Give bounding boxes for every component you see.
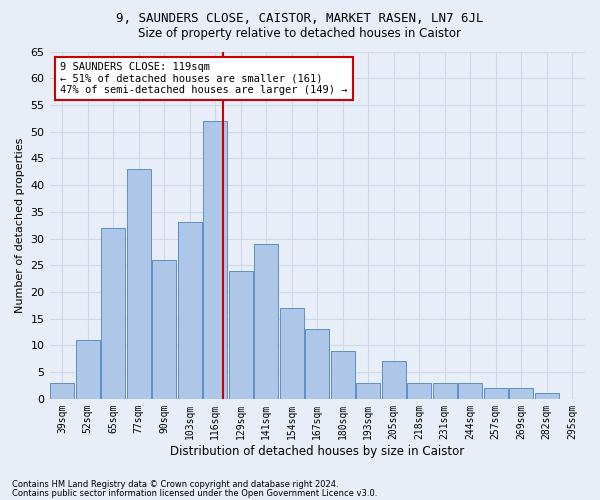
Bar — [127, 169, 151, 399]
Bar — [178, 222, 202, 399]
Text: Size of property relative to detached houses in Caistor: Size of property relative to detached ho… — [139, 28, 461, 40]
Text: 9 SAUNDERS CLOSE: 119sqm
← 51% of detached houses are smaller (161)
47% of semi-: 9 SAUNDERS CLOSE: 119sqm ← 51% of detach… — [60, 62, 348, 95]
Bar — [101, 228, 125, 399]
Text: Contains HM Land Registry data © Crown copyright and database right 2024.: Contains HM Land Registry data © Crown c… — [12, 480, 338, 489]
Bar — [152, 260, 176, 399]
Bar — [76, 340, 100, 399]
Bar — [50, 383, 74, 399]
Bar — [509, 388, 533, 399]
Text: Contains public sector information licensed under the Open Government Licence v3: Contains public sector information licen… — [12, 488, 377, 498]
Bar — [433, 383, 457, 399]
Bar — [407, 383, 431, 399]
Bar — [229, 270, 253, 399]
Bar — [203, 121, 227, 399]
Bar — [458, 383, 482, 399]
Bar — [254, 244, 278, 399]
Bar — [280, 308, 304, 399]
Bar — [305, 330, 329, 399]
Bar — [356, 383, 380, 399]
Bar — [484, 388, 508, 399]
Bar — [535, 394, 559, 399]
X-axis label: Distribution of detached houses by size in Caistor: Distribution of detached houses by size … — [170, 444, 464, 458]
Y-axis label: Number of detached properties: Number of detached properties — [15, 138, 25, 313]
Bar — [382, 362, 406, 399]
Text: 9, SAUNDERS CLOSE, CAISTOR, MARKET RASEN, LN7 6JL: 9, SAUNDERS CLOSE, CAISTOR, MARKET RASEN… — [116, 12, 484, 26]
Bar — [331, 350, 355, 399]
